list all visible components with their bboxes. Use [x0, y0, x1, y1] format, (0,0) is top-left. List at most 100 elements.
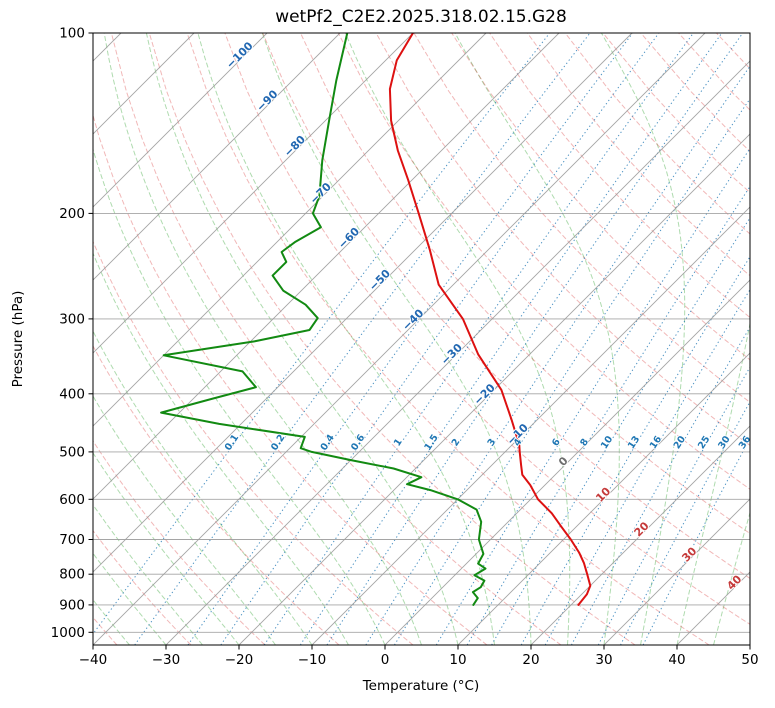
isotherm-label: −50 — [367, 267, 394, 294]
dry-adiabat-line — [186, 33, 710, 645]
isotherm-line — [93, 33, 560, 500]
x-tick-label: 20 — [522, 652, 539, 668]
isotherm-line — [384, 279, 750, 645]
moist-adiabat-line — [93, 252, 349, 645]
moist-adiabat-line — [145, 33, 459, 645]
moist-adiabat-line — [344, 33, 571, 645]
isotherm-label: 20 — [632, 519, 652, 539]
isotherm-line — [93, 33, 341, 281]
mixing-ratio-line — [93, 33, 551, 635]
mixing-ratio-label: 6 — [550, 437, 563, 449]
moist-adiabat-line — [103, 33, 422, 645]
x-tick-label: −40 — [79, 652, 108, 668]
mixing-ratio-line — [435, 147, 750, 645]
moist-adiabat-line — [261, 33, 532, 645]
moist-adiabat-line — [93, 452, 240, 645]
dry-adiabat-line — [262, 33, 750, 580]
mixing-ratio-label: 0.1 — [223, 433, 241, 453]
isotherm-label: −40 — [400, 306, 427, 333]
isotherm-line — [749, 644, 750, 645]
y-tick-label: 300 — [59, 311, 85, 327]
x-tick-label: 40 — [668, 652, 685, 668]
moist-adiabat-line — [93, 395, 276, 645]
moist-adiabat-line — [93, 552, 167, 645]
moist-adiabat-line — [197, 33, 495, 645]
x-axis-label: Temperature (°C) — [362, 678, 480, 694]
y-axis-label: Pressure (hPa) — [10, 291, 26, 388]
x-tick-label: 10 — [449, 652, 466, 668]
mixing-ratio-label: 13 — [626, 434, 642, 451]
mixing-ratio-label: 1.5 — [422, 433, 440, 453]
moist-adiabat-line — [93, 147, 386, 645]
mixing-ratio-line — [520, 255, 750, 645]
moist-adiabat-line — [93, 503, 203, 645]
y-tick-label: 1000 — [51, 625, 85, 641]
x-tick-label: 50 — [741, 652, 758, 668]
x-tick-label: 30 — [595, 652, 612, 668]
isotherm-label: −90 — [254, 87, 281, 114]
isotherm-line — [238, 133, 750, 645]
dry-adiabat-line — [93, 113, 488, 645]
y-tick-label: 400 — [59, 386, 85, 402]
dry-adiabat-line — [300, 33, 750, 535]
mixing-ratio-label: 20 — [672, 434, 689, 451]
dry-adiabat-line — [93, 240, 414, 645]
mixing-ratio-label: 16 — [648, 434, 665, 451]
y-tick-label: 700 — [59, 532, 85, 548]
isotherm-line — [603, 498, 750, 645]
moist-adiabat-line — [600, 33, 686, 645]
mixing-ratio-line — [466, 185, 750, 645]
isotherm-line — [93, 33, 268, 208]
isotherm-line — [93, 33, 706, 645]
mixing-ratio-label: 10 — [599, 434, 616, 451]
mixing-ratio-line — [491, 216, 750, 645]
mixing-ratio-line — [299, 33, 723, 645]
mixing-ratio-line — [544, 288, 750, 645]
y-tick-label: 100 — [59, 26, 85, 42]
dry-adiabat-line — [640, 33, 750, 152]
x-tick-label: 0 — [381, 652, 390, 668]
isotherm-label: −30 — [438, 341, 465, 368]
x-tick-label: −20 — [225, 652, 254, 668]
isotherm-label: −70 — [307, 180, 334, 207]
plot-border — [92, 32, 751, 646]
dry-adiabat-line — [716, 33, 750, 70]
mixing-ratio-line — [187, 33, 634, 645]
dry-adiabat-line — [413, 33, 750, 403]
mixing-ratio-label: 2 — [450, 437, 463, 449]
dry-adiabat-line — [526, 33, 750, 277]
isotherm-line — [93, 33, 487, 427]
mixing-ratio-label: 3 — [485, 437, 498, 449]
mixing-ratio-line — [263, 33, 694, 645]
isotherm-line — [93, 33, 414, 354]
isotherm-line — [457, 352, 750, 645]
isotherm-label: −80 — [282, 133, 309, 160]
dry-adiabat-line — [93, 345, 340, 645]
mixing-ratio-line — [134, 33, 591, 645]
mixing-ratio-line — [642, 437, 750, 645]
dry-adiabat-line — [337, 33, 750, 490]
dry-adiabat-line — [564, 33, 750, 235]
chart-title: wetPf2_C2E2.2025.318.02.15.G28 — [275, 7, 567, 27]
x-tick-label: −10 — [298, 652, 327, 668]
dewpoint-curve — [160, 33, 487, 606]
dry-adiabat-line — [110, 33, 562, 645]
dry-adiabat-line — [93, 440, 266, 645]
mixing-ratio-line — [220, 33, 660, 645]
mixing-ratio-line — [620, 400, 750, 645]
mixing-ratio-line — [570, 326, 750, 645]
mixing-ratio-label: 0.2 — [269, 433, 287, 453]
y-tick-label: 900 — [59, 597, 85, 613]
isotherm-label: 40 — [724, 572, 744, 592]
isotherm-line — [530, 425, 750, 645]
mixing-ratio-label: 0.4 — [319, 432, 338, 452]
moist-adiabat-line — [454, 33, 620, 645]
mixing-ratio-line — [393, 97, 750, 645]
axes: −40 −30 −20 −10 0 10 20 30 40 5010020030040050060… — [51, 26, 759, 669]
dry-adiabat-line — [754, 33, 775, 645]
mixing-ratio-label: 8 — [578, 437, 591, 449]
isotherm-line — [93, 33, 633, 573]
y-tick-label: 800 — [59, 567, 85, 583]
